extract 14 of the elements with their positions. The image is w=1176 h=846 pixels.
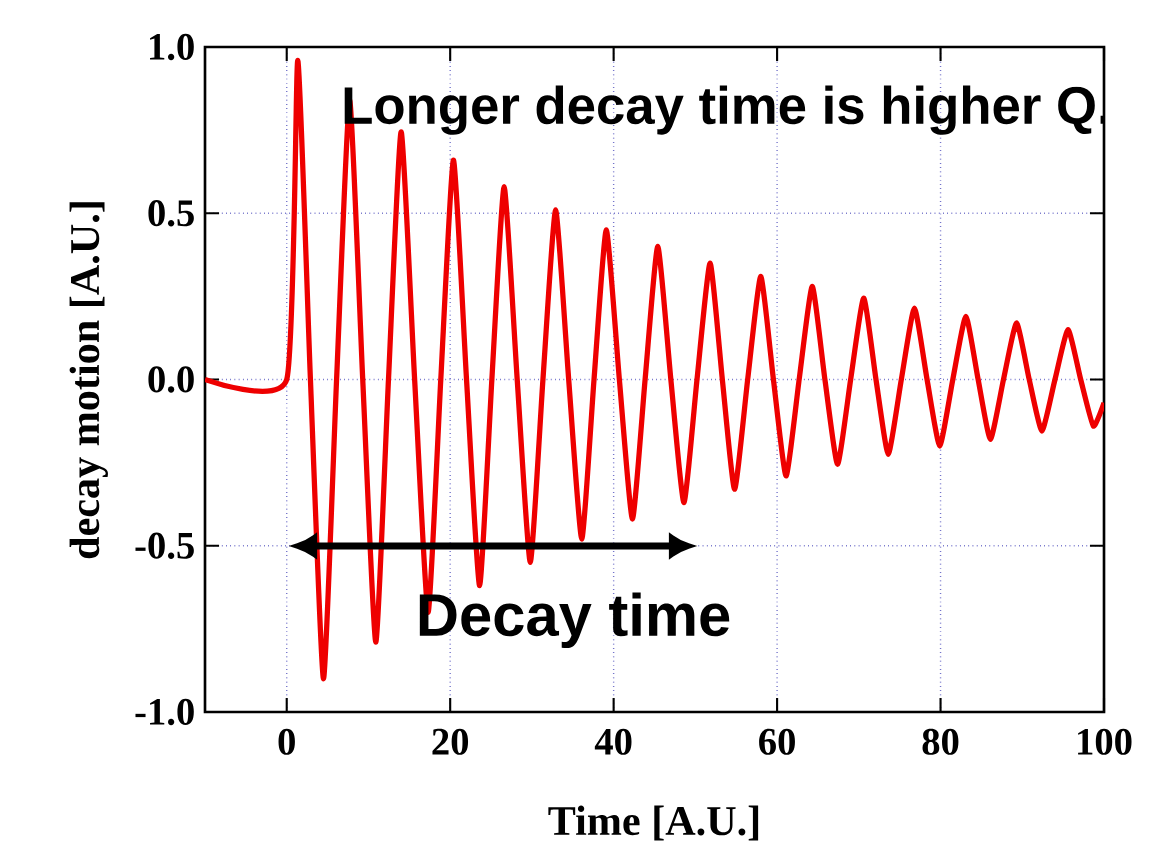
y-axis-title: decay motion [A.U.] xyxy=(69,202,108,559)
x-tick-label: 0 xyxy=(278,728,295,755)
annotation: Decay time xyxy=(419,592,730,648)
y-tick-label: -1.0 xyxy=(135,698,194,725)
x-tick-label: 40 xyxy=(594,728,632,755)
x-tick-label: 20 xyxy=(432,728,469,755)
y-tick-label: -0.5 xyxy=(135,532,194,559)
x-tick-label: 80 xyxy=(922,728,959,755)
x-tick-label: 100 xyxy=(1078,728,1132,755)
y-tick-label: 0.5 xyxy=(148,199,194,227)
x-tick-label: 60 xyxy=(759,728,795,755)
y-tick-label: 1.0 xyxy=(150,33,194,60)
x-axis-title: Time [A.U.] xyxy=(548,805,759,841)
y-tick-label: 0.0 xyxy=(148,366,194,393)
